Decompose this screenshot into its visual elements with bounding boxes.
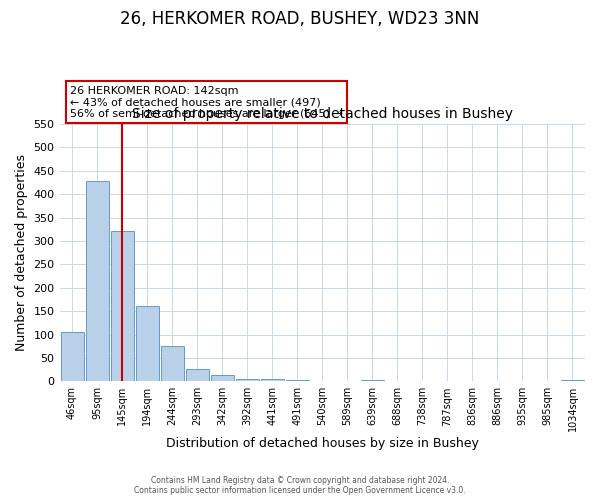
Bar <box>561 380 584 382</box>
Text: 26, HERKOMER ROAD, BUSHEY, WD23 3NN: 26, HERKOMER ROAD, BUSHEY, WD23 3NN <box>121 10 479 28</box>
X-axis label: Distribution of detached houses by size in Bushey: Distribution of detached houses by size … <box>166 437 479 450</box>
Text: Contains HM Land Registry data © Crown copyright and database right 2024.
Contai: Contains HM Land Registry data © Crown c… <box>134 476 466 495</box>
Bar <box>136 306 158 382</box>
Y-axis label: Number of detached properties: Number of detached properties <box>15 154 28 351</box>
Text: 26 HERKOMER ROAD: 142sqm
← 43% of detached houses are smaller (497)
56% of semi-: 26 HERKOMER ROAD: 142sqm ← 43% of detach… <box>70 86 343 119</box>
Bar <box>161 346 184 382</box>
Bar <box>61 332 83 382</box>
Bar <box>286 380 309 382</box>
Bar <box>361 380 384 382</box>
Bar <box>86 181 109 382</box>
Bar <box>185 368 209 382</box>
Bar <box>261 379 284 382</box>
Bar <box>211 375 233 382</box>
Title: Size of property relative to detached houses in Bushey: Size of property relative to detached ho… <box>132 108 513 122</box>
Bar <box>110 230 134 382</box>
Bar <box>236 379 259 382</box>
